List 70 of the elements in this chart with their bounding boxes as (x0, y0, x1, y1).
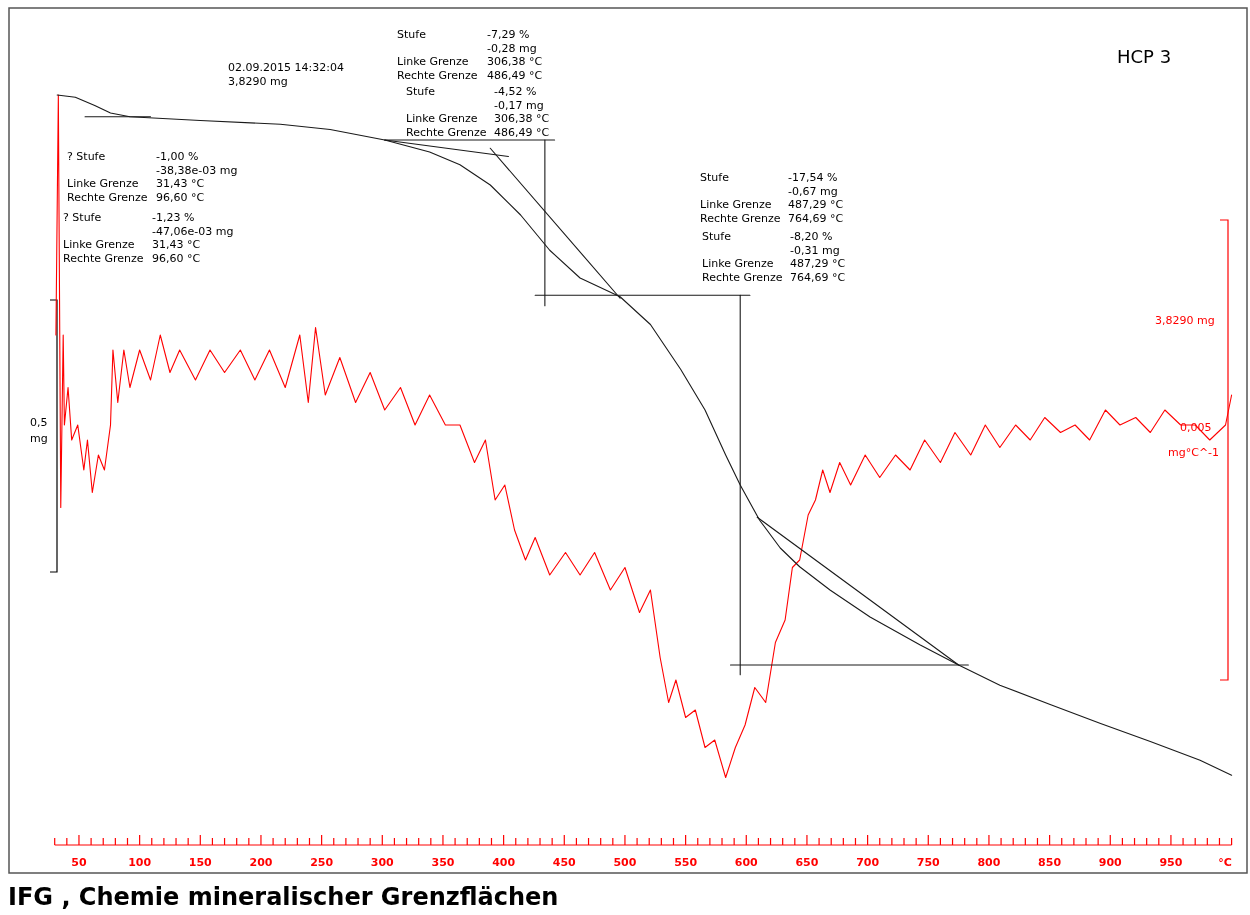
x-tick-label: 900 (1098, 856, 1123, 869)
annotation: Linke Grenze (406, 112, 478, 125)
annotation: -17,54 % (788, 171, 838, 184)
x-tick-label: 700 (856, 856, 880, 869)
x-tick-label: 150 (188, 856, 213, 869)
text: 486,49 °C (487, 68, 543, 82)
x-tick-label: 100 (128, 856, 152, 869)
annotation: 3,8290 mg (1155, 314, 1215, 327)
x-tick-label: 650 (795, 856, 819, 869)
annotation: Rechte Grenze (702, 270, 783, 284)
annotation: 306,38 °C (494, 112, 550, 125)
x-tick-label: 450 (552, 856, 577, 869)
annotation: Stufe (700, 171, 730, 184)
text: Linke Grenze (397, 55, 469, 68)
x-tick-label: 800 (977, 856, 1001, 869)
annotation: Linke Grenze (702, 257, 774, 270)
annotation: -0,17 mg (494, 98, 544, 112)
x-tick-label: 300 (370, 856, 395, 869)
annotation: -0,31 mg (790, 243, 840, 257)
x-axis-title: °C (1218, 856, 1232, 869)
annotation: 31,43 °C (156, 177, 205, 190)
annotation: Rechte Grenze (67, 190, 148, 204)
annotation: -4,52 % (494, 85, 537, 98)
annotation: -8,20 % (790, 230, 833, 243)
annotation: Rechte Grenze (406, 125, 487, 139)
text: 3,8290 mg (228, 75, 288, 88)
annotation: 764,69 °C (788, 211, 844, 225)
annotation: Rechte Grenze (63, 251, 144, 265)
annotation: Linke Grenze (63, 238, 135, 251)
text: Stufe (397, 28, 427, 41)
text: Rechte Grenze (397, 68, 478, 82)
text: 306,38 °C (487, 55, 543, 68)
annotation: 764,69 °C (790, 270, 846, 284)
annotation: -0,67 mg (788, 184, 838, 198)
annotation: 487,29 °C (790, 257, 846, 270)
annotation: ? Stufe (63, 211, 102, 224)
x-tick-label: 350 (431, 856, 455, 869)
x-tick-label: 50 (71, 856, 87, 869)
annotation: 96,60 °C (152, 251, 201, 265)
annotation: Linke Grenze (67, 177, 139, 190)
x-tick-label: 400 (492, 856, 516, 869)
annotation: 96,60 °C (156, 190, 205, 204)
annotation: Stufe (702, 230, 732, 243)
annotation: -1,00 % (156, 150, 199, 163)
annotation: 31,43 °C (152, 238, 201, 251)
annotation: 486,49 °C (494, 125, 550, 139)
x-tick-label: 550 (674, 856, 698, 869)
annotation: -47,06e-03 mg (152, 224, 234, 238)
annotation: -1,23 % (152, 211, 195, 224)
text: 02.09.2015 14:32:04 (228, 61, 344, 74)
x-tick-label: 250 (310, 856, 334, 869)
annotation: -38,38e-03 mg (156, 163, 238, 177)
x-tick-label: 600 (734, 856, 759, 869)
x-tick-label: 750 (916, 856, 941, 869)
x-tick-label: 950 (1159, 856, 1183, 869)
text: IFG , Chemie mineralischer Grenzflächen (8, 883, 559, 911)
text: -7,29 % (487, 28, 530, 41)
annotation: Stufe (406, 85, 436, 98)
x-tick-label: 200 (249, 856, 273, 869)
chart-title: HCP 3 (1117, 46, 1172, 67)
text: 0,5 (30, 416, 48, 429)
text: mg (30, 432, 48, 445)
text: -0,28 mg (487, 41, 537, 55)
annotation: Rechte Grenze (700, 211, 781, 225)
annotation: ? Stufe (67, 150, 106, 163)
annotation: Linke Grenze (700, 198, 772, 211)
annotation: mg°C^-1 (1168, 446, 1220, 459)
x-tick-label: 850 (1038, 856, 1062, 869)
x-tick-label: 500 (613, 856, 637, 869)
annotation: 487,29 °C (788, 198, 844, 211)
